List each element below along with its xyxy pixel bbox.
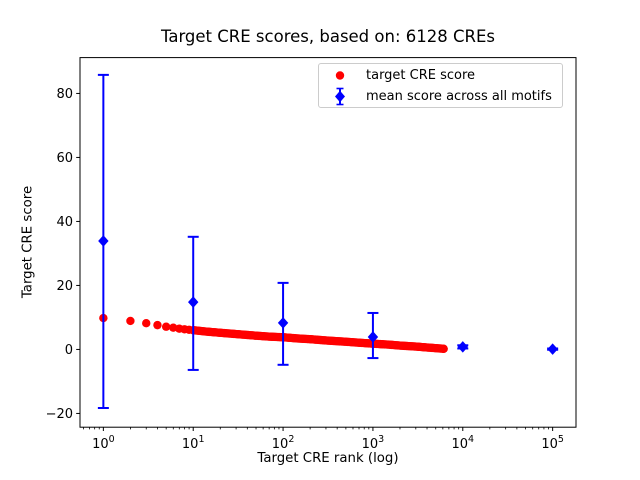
x-tick-label: 100 xyxy=(92,434,115,452)
y-tick-label: 20 xyxy=(56,279,73,294)
legend-label-target-score: target CRE score xyxy=(366,67,476,83)
target-score-dot xyxy=(439,344,448,353)
y-tick-label: 40 xyxy=(56,215,73,230)
target-score-dot xyxy=(142,319,151,328)
mean-score-diamond xyxy=(547,343,558,355)
x-tick-label: 102 xyxy=(272,434,295,452)
blue-diamond-errorbar-icon xyxy=(335,87,345,105)
y-tick-label: 60 xyxy=(56,151,73,166)
mean-score-series xyxy=(97,73,559,409)
y-tick-label: −20 xyxy=(46,407,73,422)
x-axis-label: Target CRE rank (log) xyxy=(257,451,399,466)
x-tick-label: 103 xyxy=(362,434,385,452)
target-score-dot xyxy=(153,320,162,330)
y-tick-label: 80 xyxy=(56,87,73,102)
mean-score-diamond xyxy=(367,331,379,343)
legend: target CRE score mean score across all m… xyxy=(318,63,563,108)
mean-score-diamond xyxy=(277,317,289,329)
plot-border xyxy=(79,57,577,428)
x-tick-label: 105 xyxy=(541,434,564,452)
legend-row-mean-score: mean score across all motifs xyxy=(319,86,562,107)
target-cre-score-series xyxy=(99,313,448,353)
mean-score-diamond xyxy=(98,235,109,247)
mean-score-diamond xyxy=(457,341,468,353)
y-tick-label: 0 xyxy=(65,343,73,358)
chart-title: Target CRE scores, based on: 6128 CREs xyxy=(160,27,496,46)
target-score-dot xyxy=(126,316,135,326)
mean-score-diamond xyxy=(188,296,199,308)
y-axis-label: Target CRE score xyxy=(20,185,36,299)
target-score-dot xyxy=(161,322,171,331)
x-tick-label: 101 xyxy=(182,434,205,452)
legend-row-target-score: target CRE score xyxy=(319,65,562,86)
axis-ticks: 100 101 102 103 104 105 −20 0 20 40 60 80 xyxy=(46,87,564,452)
legend-label-mean-score: mean score across all motifs xyxy=(366,88,552,104)
x-tick-label: 104 xyxy=(451,434,474,452)
red-dot-icon xyxy=(335,70,345,80)
